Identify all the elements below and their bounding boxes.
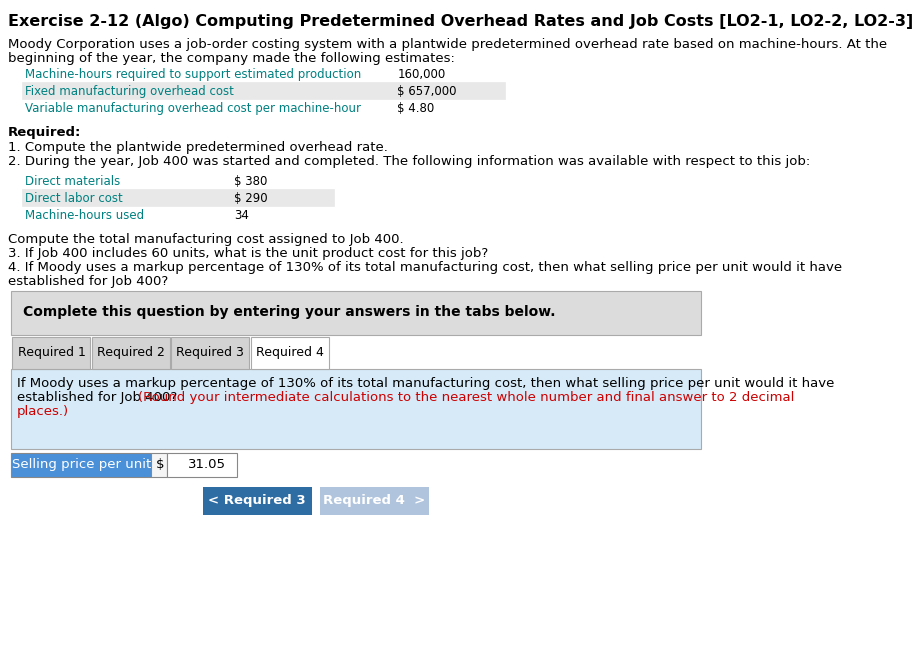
Text: 34: 34 xyxy=(234,209,249,222)
Bar xyxy=(171,337,249,369)
Text: Compute the total manufacturing cost assigned to Job 400.: Compute the total manufacturing cost ass… xyxy=(7,233,403,246)
Text: Required 4: Required 4 xyxy=(256,346,324,359)
Bar xyxy=(11,453,151,477)
Text: $ 290: $ 290 xyxy=(234,192,268,205)
Bar xyxy=(11,369,701,449)
Text: Required 3: Required 3 xyxy=(176,346,244,359)
Text: 31.05: 31.05 xyxy=(188,458,226,471)
Text: established for Job 400?: established for Job 400? xyxy=(17,391,182,404)
Bar xyxy=(319,487,428,515)
Bar xyxy=(203,487,312,515)
Text: $ 4.80: $ 4.80 xyxy=(397,102,435,115)
Text: places.): places.) xyxy=(17,405,70,418)
Text: established for Job 400?: established for Job 400? xyxy=(7,275,168,288)
Text: If Moody uses a markup percentage of 130% of its total manufacturing cost, then : If Moody uses a markup percentage of 130… xyxy=(17,377,834,390)
Text: 160,000: 160,000 xyxy=(397,68,446,81)
Text: Direct labor cost: Direct labor cost xyxy=(25,192,123,205)
Bar xyxy=(22,189,334,206)
Text: < Required 3: < Required 3 xyxy=(208,494,306,507)
Bar xyxy=(22,82,505,99)
Text: Variable manufacturing overhead cost per machine-hour: Variable manufacturing overhead cost per… xyxy=(25,102,361,115)
Bar xyxy=(251,337,329,369)
Text: Required 1: Required 1 xyxy=(17,346,85,359)
Text: Machine-hours used: Machine-hours used xyxy=(25,209,144,222)
Text: $ 657,000: $ 657,000 xyxy=(397,85,457,98)
Bar xyxy=(151,453,167,477)
Text: 3. If Job 400 includes 60 units, what is the unit product cost for this job?: 3. If Job 400 includes 60 units, what is… xyxy=(7,247,488,260)
Text: Selling price per unit: Selling price per unit xyxy=(13,458,151,471)
Text: $: $ xyxy=(156,458,164,471)
Text: Required 4  >: Required 4 > xyxy=(323,494,425,507)
Text: Required:: Required: xyxy=(7,126,82,139)
Bar xyxy=(92,337,170,369)
Text: beginning of the year, the company made the following estimates:: beginning of the year, the company made … xyxy=(7,52,455,65)
Text: 2. During the year, Job 400 was started and completed. The following information: 2. During the year, Job 400 was started … xyxy=(7,155,810,168)
Text: Fixed manufacturing overhead cost: Fixed manufacturing overhead cost xyxy=(25,85,234,98)
Text: Moody Corporation uses a job-order costing system with a plantwide predetermined: Moody Corporation uses a job-order costi… xyxy=(7,38,887,51)
Text: 4. If Moody uses a markup percentage of 130% of its total manufacturing cost, th: 4. If Moody uses a markup percentage of … xyxy=(7,261,842,274)
Text: Direct materials: Direct materials xyxy=(25,175,120,188)
Text: Exercise 2-12 (Algo) Computing Predetermined Overhead Rates and Job Costs [LO2-1: Exercise 2-12 (Algo) Computing Predeterm… xyxy=(7,14,913,29)
Text: (Round your intermediate calculations to the nearest whole number and final answ: (Round your intermediate calculations to… xyxy=(138,391,794,404)
Text: 1. Compute the plantwide predetermined overhead rate.: 1. Compute the plantwide predetermined o… xyxy=(7,141,388,154)
Text: Complete this question by entering your answers in the tabs below.: Complete this question by entering your … xyxy=(23,305,556,319)
Bar xyxy=(11,291,701,335)
Bar xyxy=(13,337,91,369)
Text: $ 380: $ 380 xyxy=(234,175,267,188)
Text: Required 2: Required 2 xyxy=(97,346,165,359)
Text: Machine-hours required to support estimated production: Machine-hours required to support estima… xyxy=(25,68,361,81)
Bar xyxy=(167,453,237,477)
